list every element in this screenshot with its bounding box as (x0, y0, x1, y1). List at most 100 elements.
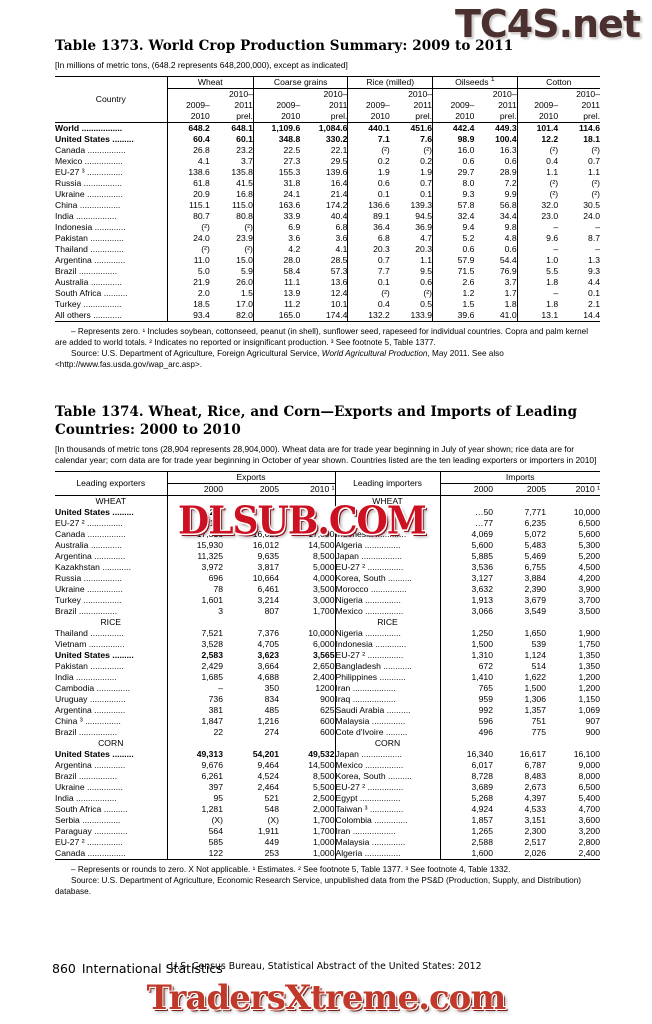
spacer-cell (279, 495, 335, 507)
data-cell: 58.4 (252, 265, 301, 277)
data-cell: 18.1 (583, 133, 600, 144)
data-cell: 625 (320, 704, 335, 715)
row-label: China ³ ............... (55, 716, 167, 727)
data-cell: 1,600 (439, 847, 493, 860)
row-label-importer: Malaysia .............. (334, 836, 440, 848)
data-cell: 751 (531, 715, 546, 726)
data-cell: 14,500 (308, 759, 335, 770)
data-cell: 1.7 (504, 287, 517, 298)
data-cell: 7,771 (524, 506, 546, 517)
data-cell: 135.8 (231, 166, 253, 177)
row-label: EU-27 ² ............... (55, 518, 167, 529)
row-label: Ukraine ............... (55, 782, 167, 793)
table-row: United States ......... 2… …50 7,771 10,000 (55, 506, 600, 518)
leader-dots: ............. (91, 254, 126, 265)
data-cell: 2.6 (432, 276, 475, 288)
row-label: Canada ................ (55, 847, 167, 860)
data-cell: 78 (166, 583, 223, 595)
data-cell: 22 (166, 726, 223, 738)
data-cell: 348.8 (252, 133, 301, 145)
data-cell: 11.2 (252, 298, 301, 310)
row-label-importer: Algeria ............... (334, 847, 440, 860)
row-label-text: Japan (335, 748, 359, 759)
data-cell: 350 (264, 682, 279, 693)
leader-dots: .............. (87, 232, 124, 243)
data-cell: 7,521 (166, 627, 223, 639)
data-cell: 41.5 (236, 177, 253, 188)
row-label: Serbia ................ (55, 815, 167, 826)
table-1373: Country Wheat Coarse grains Rice (milled… (55, 76, 600, 322)
data-cell: 28.0 (252, 254, 301, 266)
data-cell: 0.6 (432, 155, 475, 167)
data-cell: – (516, 221, 559, 233)
table-1374-source-line: Source: U.S. Department of Agriculture, … (55, 875, 581, 896)
data-cell: 3,565 (312, 649, 335, 660)
stub-header-exporters: Leading exporters (76, 477, 146, 488)
data-cell: 907 (585, 715, 600, 726)
row-label-text: Iran (335, 825, 351, 836)
row-label-text: Thailand (55, 243, 88, 254)
data-cell: 1.3 (588, 254, 600, 265)
data-cell: 449.3 (495, 122, 517, 133)
row-label-text: Turkey (55, 298, 81, 309)
row-label-importer: Saudi Arabia .......... (334, 704, 440, 716)
data-cell: 3,200 (578, 825, 600, 836)
data-cell: 1,601 (166, 594, 223, 606)
data-cell: 1,250 (439, 627, 493, 639)
data-cell: 24.0 (583, 210, 600, 221)
table-row: Argentina ............. 11.0 15.0 28.0 28.5 0… (55, 254, 600, 266)
data-cell: 8,500 (312, 770, 335, 781)
data-cell: 959 (439, 693, 493, 705)
data-cell: – (595, 221, 600, 232)
row-label-text: Mexico (335, 605, 363, 616)
data-cell: 1,900 (578, 627, 600, 638)
data-cell: 1,857 (439, 814, 493, 826)
row-label: Australia ............. (55, 277, 167, 288)
leader-dots: ................ (76, 605, 118, 616)
data-cell: (²) (166, 221, 210, 233)
table-row: South Africa .......... 2.0 1.5 13.9 12.4 (²)… (55, 287, 600, 299)
table-row: Canada ................ 26.8 23.2 22.5 22.1(… (55, 144, 600, 156)
data-cell: 3.6 (252, 232, 301, 244)
row-label-text: Russia (55, 177, 82, 188)
table-row: Ukraine ............... 397 2,464 5,500 EU-2… (55, 781, 600, 793)
data-cell: 10,664 (252, 572, 279, 583)
leader-dots: ................ (76, 770, 118, 781)
leader-dots: .......... (101, 287, 128, 298)
data-cell: 22.1 (330, 144, 348, 155)
data-cell: 1,200 (578, 671, 600, 682)
leader-dots: ............ (90, 309, 122, 320)
data-cell: 564 (166, 825, 223, 837)
table-row: Argentina ............. 11,325 9,635 8,500 J… (55, 550, 600, 562)
row-label-text: Australia (55, 539, 89, 550)
data-cell: 3,632 (439, 583, 493, 595)
data-cell: 4.4 (588, 276, 600, 287)
leader-dots: ................. (77, 199, 121, 210)
data-cell: 496 (439, 726, 493, 738)
leader-dots: .............. (87, 243, 124, 254)
data-cell: 95 (166, 792, 223, 804)
data-cell: 10.1 (330, 298, 348, 309)
data-cell: (²) (347, 144, 390, 156)
data-cell: 1,000 (312, 836, 335, 847)
data-cell: 1.1 (516, 166, 559, 178)
data-cell: 3,151 (524, 814, 546, 825)
data-cell: 765 (439, 682, 493, 694)
data-cell: 49,532 (308, 748, 335, 759)
data-cell: 2,390 (524, 583, 546, 594)
table-1373-title: Table 1373. World Crop Production Summar… (55, 38, 514, 54)
data-cell: 5,885 (439, 550, 493, 562)
data-cell: 2,026 (493, 847, 546, 860)
data-cell: 94.5 (415, 210, 433, 221)
data-cell: 5,200 (578, 550, 600, 561)
data-cell: 253 (223, 847, 279, 860)
table-row: Brazil ................ 6,261 4,524 8,500 Ko… (55, 770, 600, 782)
data-cell: 1,685 (166, 671, 223, 683)
row-label-importer: Bangladesh ............ (334, 660, 440, 672)
data-cell: 4.1 (166, 155, 210, 167)
data-cell: 596 (439, 715, 493, 727)
data-cell: 1,200 (578, 682, 600, 693)
data-cell: 274 (264, 726, 279, 737)
row-label-text: Mexico (335, 759, 363, 770)
section-header-row: CORN CORN (55, 737, 600, 749)
